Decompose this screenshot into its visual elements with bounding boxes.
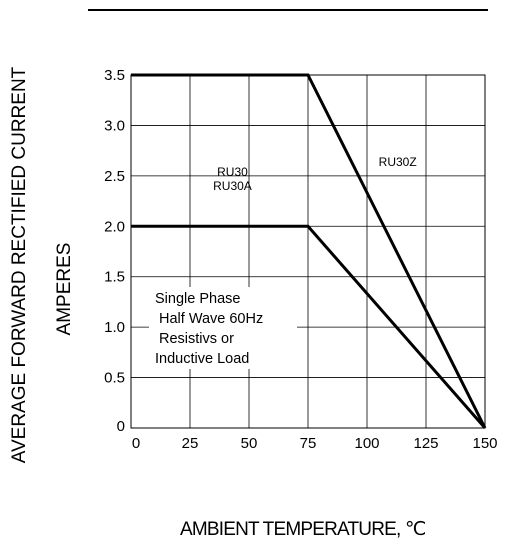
- curve-label-line: RU30: [217, 165, 248, 179]
- x-tick-label: 150: [472, 435, 497, 452]
- annotation-line: Resistivs or: [159, 331, 234, 347]
- y-tick-label: 2.0: [104, 218, 125, 235]
- curve-label: RU30Z: [379, 155, 417, 169]
- annotation-box: [149, 287, 297, 369]
- series-line: [131, 224, 487, 429]
- annotation-line: Inductive Load: [155, 351, 249, 367]
- annotation-line: Half Wave 60Hz: [159, 311, 263, 327]
- y-tick-label: 3.5: [104, 67, 125, 84]
- y-tick-label: 1.0: [104, 319, 125, 336]
- y-tick-label: 2.5: [104, 168, 125, 185]
- curve-label-line: RU30Z: [379, 155, 417, 169]
- x-tick-label: 75: [300, 435, 317, 452]
- x-tick-label: 0: [132, 435, 140, 452]
- series-line: [131, 73, 487, 429]
- annotation-line: Single Phase: [155, 291, 240, 307]
- top-rule: [88, 9, 488, 11]
- curve-label: RU30 RU30A: [213, 165, 252, 193]
- x-tick-label: 25: [182, 435, 199, 452]
- y-tick-label: 3.0: [104, 117, 125, 134]
- y-tick-label: 1.5: [104, 269, 125, 286]
- x-tick-label: 100: [354, 435, 379, 452]
- y-tick-label: 0.5: [104, 370, 125, 387]
- curve-label-line: RU30A: [213, 179, 252, 193]
- x-tick-label: 125: [413, 435, 438, 452]
- y-tick-label: 0: [117, 418, 125, 435]
- x-axis-label: AMBIENT TEMPERATURE, ℃: [180, 519, 426, 540]
- x-tick-label: 50: [241, 435, 258, 452]
